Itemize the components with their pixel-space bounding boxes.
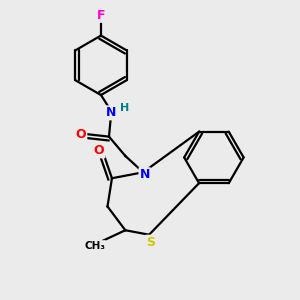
Text: N: N [106, 106, 116, 119]
Text: S: S [146, 236, 155, 249]
Text: O: O [76, 128, 86, 141]
Text: CH₃: CH₃ [84, 241, 105, 251]
Text: N: N [140, 168, 150, 181]
Text: O: O [94, 144, 104, 158]
Text: H: H [120, 103, 129, 113]
Text: F: F [97, 9, 105, 22]
